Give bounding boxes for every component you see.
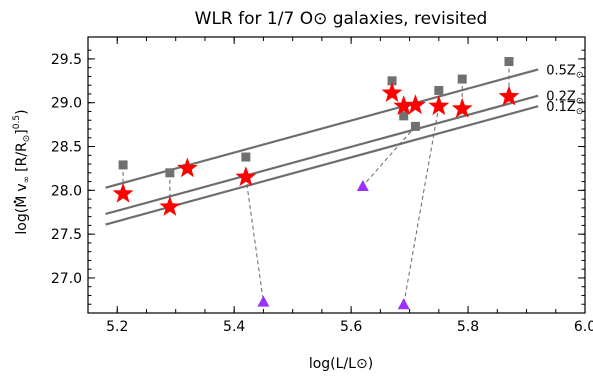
y-tick-label: 27.0 (51, 271, 82, 287)
x-tick-label: 6.0 (574, 319, 593, 335)
star-marker (498, 85, 520, 106)
square-marker (118, 160, 128, 170)
x-tick-label: 5.8 (457, 319, 479, 335)
y-label-prefix: log( (14, 208, 30, 235)
star-marker (235, 166, 257, 187)
dashed-connector (403, 106, 440, 305)
star-marker (405, 94, 426, 115)
x-tick-label: 5.2 (106, 319, 128, 335)
star-marker (176, 157, 198, 178)
y-tick-label: 28.5 (51, 140, 82, 156)
y-tick-label: 29.0 (51, 96, 82, 112)
square-marker (165, 168, 175, 178)
relation-line (105, 94, 539, 216)
y-label-mdot: M (14, 196, 30, 208)
star-marker (393, 95, 415, 116)
star-marker (381, 82, 403, 102)
y-tick-label: 27.5 (51, 227, 82, 243)
dashed-connector (245, 177, 264, 302)
x-axis-label: log(L/L⊙) (309, 356, 373, 372)
y-label-bracket-sub: ⊙ (22, 135, 32, 143)
y-axis-label: log(Mv∞ [R/R⊙]0.5) (12, 109, 32, 234)
star-marker (159, 196, 181, 216)
relation-line (105, 68, 539, 189)
relation-label: 0.2Z⊙ (546, 90, 583, 107)
triangle-marker (356, 179, 369, 191)
relation-label: 0.1Z⊙ (546, 100, 583, 117)
y-label-bracket-close: ] (14, 129, 30, 134)
square-marker (399, 111, 409, 121)
square-marker (504, 57, 514, 67)
star-marker (451, 97, 473, 118)
plot-frame (87, 36, 586, 314)
square-marker (241, 152, 251, 162)
y-label-suffix: ) (14, 109, 30, 114)
chart-title: WLR for 1/7 O⊙ galaxies, revisited (195, 9, 488, 29)
relation-labels: 0.5Z⊙ 0.2Z⊙0.1Z⊙ (546, 63, 583, 117)
y-label-exponent: 0.5 (12, 115, 22, 129)
y-tick-label: 28.0 (51, 183, 82, 199)
triangle-marker (397, 298, 410, 310)
star-marker (428, 95, 450, 116)
y-label-vinf-sub: ∞ (22, 176, 32, 184)
mdot-dot (13, 200, 17, 204)
axis-ticks: 5.2 5.4 5.6 5.8 6.0 27.0 27.5 28.0 28.5 29.0 29.5 (51, 37, 593, 335)
square-marker (457, 74, 467, 84)
x-tick-label: 5.6 (340, 319, 362, 335)
data-markers (112, 57, 520, 310)
square-marker (410, 121, 420, 131)
y-label-bracket: [R/R (14, 142, 30, 172)
dashed-connectors (122, 61, 510, 305)
triangle-marker (257, 295, 270, 307)
dashed-connector (362, 126, 416, 187)
star-marker (112, 182, 134, 203)
relation-label: 0.5Z⊙ (546, 63, 583, 80)
square-marker (434, 85, 444, 95)
square-marker (387, 76, 397, 86)
y-tick-label: 29.5 (51, 52, 82, 68)
y-label-vinf: v (14, 183, 30, 191)
x-tick-label: 5.4 (223, 319, 245, 335)
